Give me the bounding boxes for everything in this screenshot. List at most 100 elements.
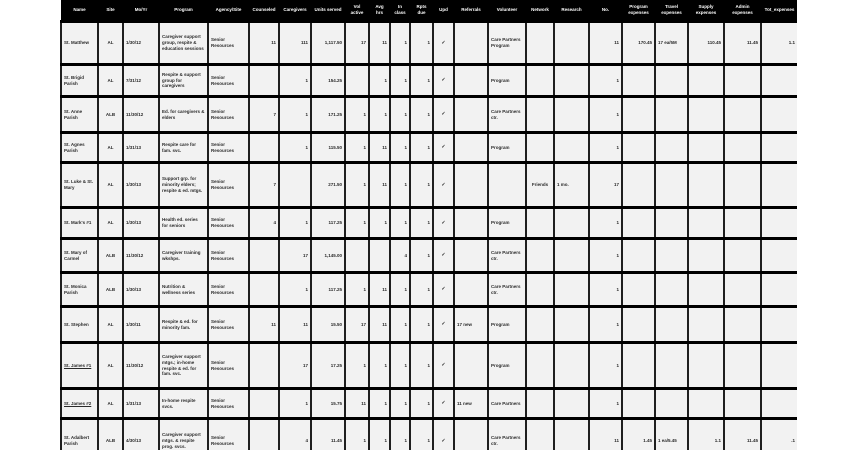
table-cell bbox=[553, 95, 590, 134]
table-cell bbox=[621, 206, 656, 240]
table-cell bbox=[760, 305, 797, 344]
column-header: Agency/Site bbox=[208, 0, 249, 22]
table-row: St. Matthew AL 1/30/12 Caregiver support gr… bbox=[60, 20, 797, 66]
table-cell: 1/31/13 bbox=[122, 131, 160, 164]
table-cell: Program bbox=[487, 63, 527, 98]
table-cell bbox=[453, 131, 489, 164]
table-cell bbox=[248, 417, 280, 450]
table-cell: Senior Resources bbox=[207, 237, 250, 274]
table-cell: 1 bbox=[389, 387, 411, 420]
column-header: No. bbox=[589, 0, 622, 22]
table-cell bbox=[525, 305, 555, 344]
table-cell: 11.45 bbox=[310, 417, 346, 450]
table-cell bbox=[344, 63, 370, 98]
table-cell bbox=[760, 206, 797, 240]
table-cell: 115.50 bbox=[310, 131, 346, 164]
table-cell: 170.45 bbox=[621, 20, 656, 66]
table-row: St. Stephen AL 1/30/11 Respite & ed. for mi… bbox=[60, 305, 797, 344]
table-cell: 1 bbox=[409, 95, 434, 134]
check-mark: ✓ bbox=[432, 237, 455, 274]
table-cell: 1.1 bbox=[760, 20, 797, 66]
table-cell bbox=[760, 271, 797, 308]
table-cell: 154.25 bbox=[310, 63, 346, 98]
table-cell: 1 bbox=[278, 63, 312, 98]
table-cell: Friends bbox=[525, 161, 555, 209]
table-cell bbox=[278, 161, 312, 209]
table-cell: St. James #2 bbox=[60, 387, 99, 420]
table-cell bbox=[760, 341, 797, 390]
check-mark: ✓ bbox=[432, 161, 455, 209]
table-cell bbox=[621, 95, 656, 134]
table-cell: 11 new bbox=[453, 387, 489, 420]
column-header: Caregivers bbox=[279, 0, 311, 22]
table-cell: 15.75 bbox=[310, 387, 346, 420]
table-cell: 110.45 bbox=[687, 20, 725, 66]
table-cell: 117.25 bbox=[310, 206, 346, 240]
table-cell bbox=[525, 131, 555, 164]
table-cell: 1 bbox=[368, 387, 391, 420]
table-cell: 1/30/11 bbox=[122, 305, 160, 344]
check-mark: ✓ bbox=[432, 417, 455, 450]
table-cell: 171.25 bbox=[310, 95, 346, 134]
table-row: St. Mary of Carmel ALB 11/30/12 Caregiver t… bbox=[60, 237, 797, 274]
table-cell: 1.45 bbox=[621, 417, 656, 450]
table-cell bbox=[553, 305, 590, 344]
table-cell bbox=[723, 271, 762, 308]
table-cell bbox=[248, 387, 280, 420]
table-cell: 1 bbox=[389, 341, 411, 390]
table-cell: 11/30/12 bbox=[122, 95, 160, 134]
table-cell bbox=[344, 237, 370, 274]
table-cell bbox=[654, 161, 689, 209]
table-row: St. Brigid Parish AL 7/31/12 Respite & supp… bbox=[60, 63, 797, 98]
table-cell: 11 bbox=[588, 417, 623, 450]
column-header: Program expenses bbox=[622, 0, 655, 22]
column-header: Network bbox=[526, 0, 554, 22]
table-cell bbox=[687, 63, 725, 98]
table-cell bbox=[654, 305, 689, 344]
table-cell bbox=[723, 131, 762, 164]
table-cell bbox=[723, 341, 762, 390]
table-cell: St. Anne Parish bbox=[60, 95, 99, 134]
table-cell: 1,145.00 bbox=[310, 237, 346, 274]
table-cell: 11/30/12 bbox=[122, 237, 160, 274]
table-cell bbox=[621, 131, 656, 164]
table-cell: 111 bbox=[278, 20, 312, 66]
table-row: St. Adalbert Parish ALB 4/30/13 Caregiver s… bbox=[60, 417, 797, 450]
check-mark: ✓ bbox=[432, 63, 455, 98]
table-cell bbox=[525, 271, 555, 308]
table-cell: 17 bbox=[344, 20, 370, 66]
table-cell: AL bbox=[97, 387, 124, 420]
table-cell: Care Partners Program bbox=[487, 20, 527, 66]
table-cell: ALB bbox=[97, 237, 124, 274]
table-cell: Senior Resources bbox=[207, 131, 250, 164]
column-header: Site bbox=[98, 0, 123, 22]
table-cell bbox=[553, 20, 590, 66]
table-cell: 1 bbox=[344, 131, 370, 164]
table-cell bbox=[723, 305, 762, 344]
table-cell bbox=[621, 341, 656, 390]
table-cell: 4/30/13 bbox=[122, 417, 160, 450]
table-cell bbox=[553, 206, 590, 240]
table-cell bbox=[453, 341, 489, 390]
table-cell: 1 bbox=[344, 95, 370, 134]
table-cell: 1 bbox=[588, 95, 623, 134]
table-cell: 1 bbox=[409, 305, 434, 344]
table-cell: 17 bbox=[278, 341, 312, 390]
table-cell: 7 bbox=[248, 161, 280, 209]
column-header: Research bbox=[554, 0, 589, 22]
table-cell: 4 bbox=[389, 237, 411, 274]
table-cell: ALB bbox=[97, 417, 124, 450]
check-mark: ✓ bbox=[432, 20, 455, 66]
table-cell: AL bbox=[97, 341, 124, 390]
table-cell: 1 bbox=[409, 237, 434, 274]
table-cell: 11 bbox=[368, 271, 391, 308]
table-row: St. Mark's #1 AL 1/30/13 Health ed. series … bbox=[60, 206, 797, 240]
table-cell: 17 bbox=[344, 305, 370, 344]
header-row: Name Site Mo/Yr Program Agency/Site Counseled… bbox=[61, 0, 797, 22]
table-cell: ALB bbox=[97, 95, 124, 134]
table-cell: 1 bbox=[588, 271, 623, 308]
table-cell bbox=[654, 237, 689, 274]
table-row: St. Anne Parish ALB 11/30/12 Ed. for caregi… bbox=[60, 95, 797, 134]
table-cell: St. Adalbert Parish bbox=[60, 417, 99, 450]
table-cell bbox=[453, 95, 489, 134]
